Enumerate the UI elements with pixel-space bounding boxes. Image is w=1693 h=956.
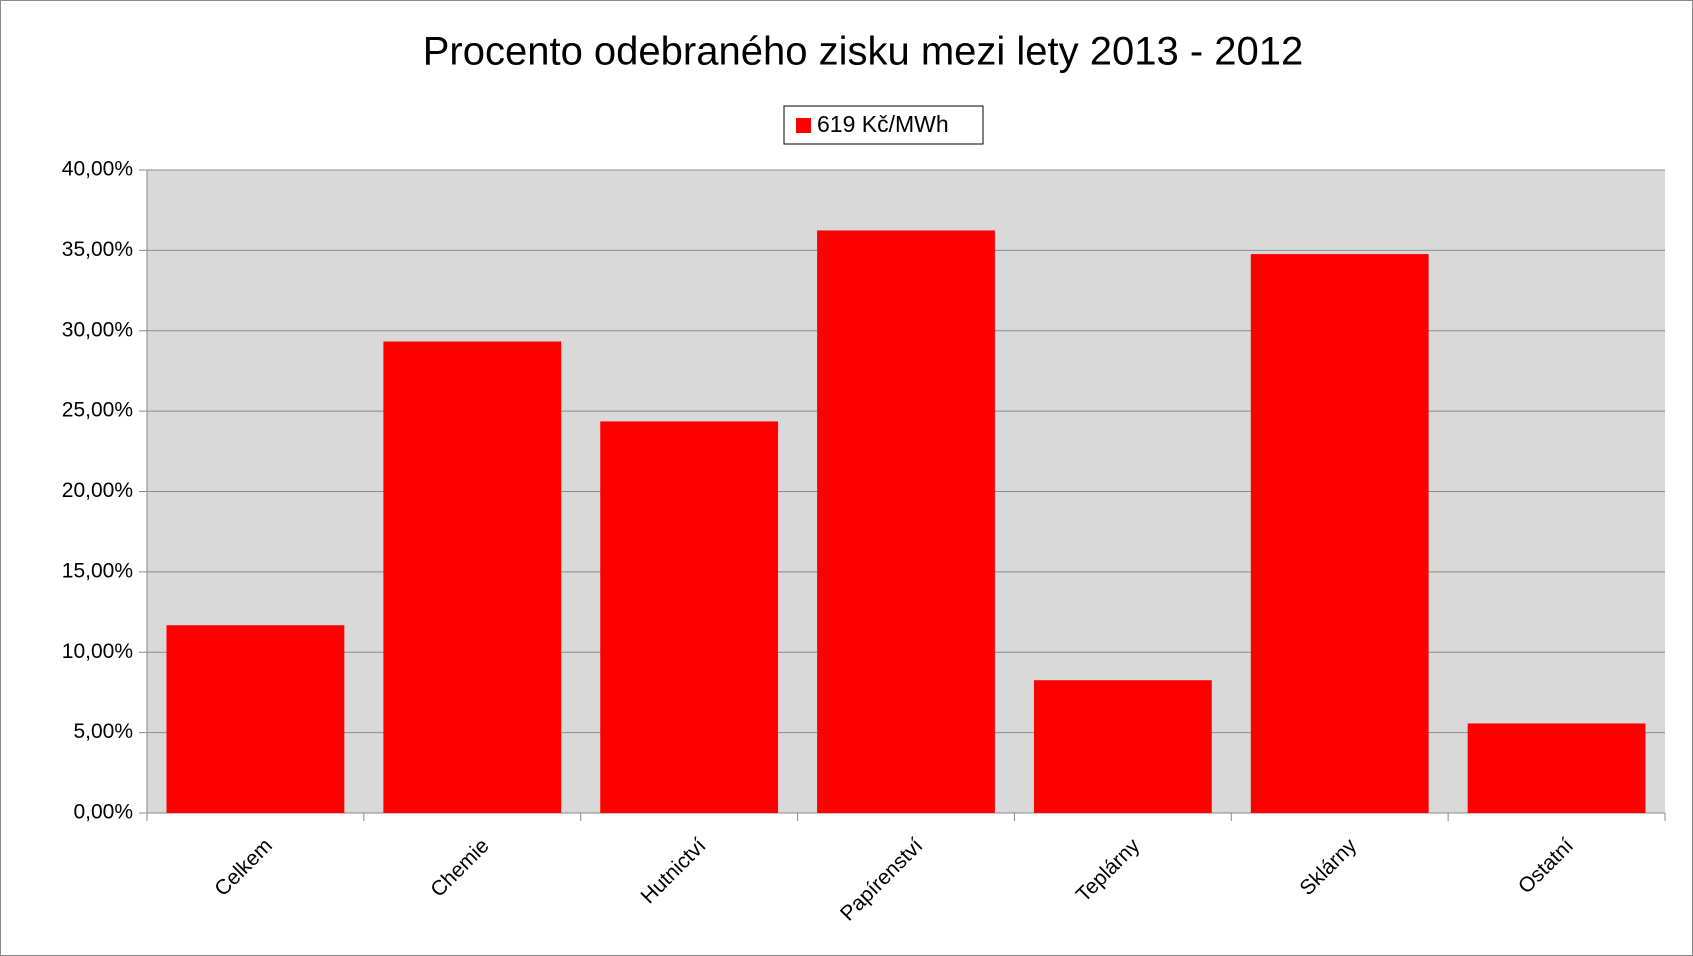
y-tick-label: 0,00% [73, 801, 133, 824]
bar [600, 421, 779, 813]
bar [383, 341, 562, 813]
legend-box [783, 105, 984, 145]
chart-title: Procento odebraného zisku mezi lety 2013… [423, 30, 1304, 74]
legend-label: 619 Kč/MWh [817, 111, 949, 137]
bar [817, 230, 995, 813]
legend-swatch [796, 118, 811, 133]
y-tick-label: 15,00% [62, 559, 133, 582]
bar [166, 625, 345, 813]
bar [1033, 680, 1212, 813]
y-tick-label: 10,00% [62, 640, 133, 663]
y-tick-label: 35,00% [62, 238, 133, 261]
y-tick-label: 25,00% [62, 399, 133, 422]
y-tick-label: 40,00% [62, 158, 133, 181]
bar [1250, 254, 1429, 813]
y-tick-label: 30,00% [62, 318, 133, 341]
bar [1467, 723, 1646, 813]
y-tick-label: 5,00% [73, 720, 133, 743]
y-tick-label: 20,00% [62, 479, 133, 502]
